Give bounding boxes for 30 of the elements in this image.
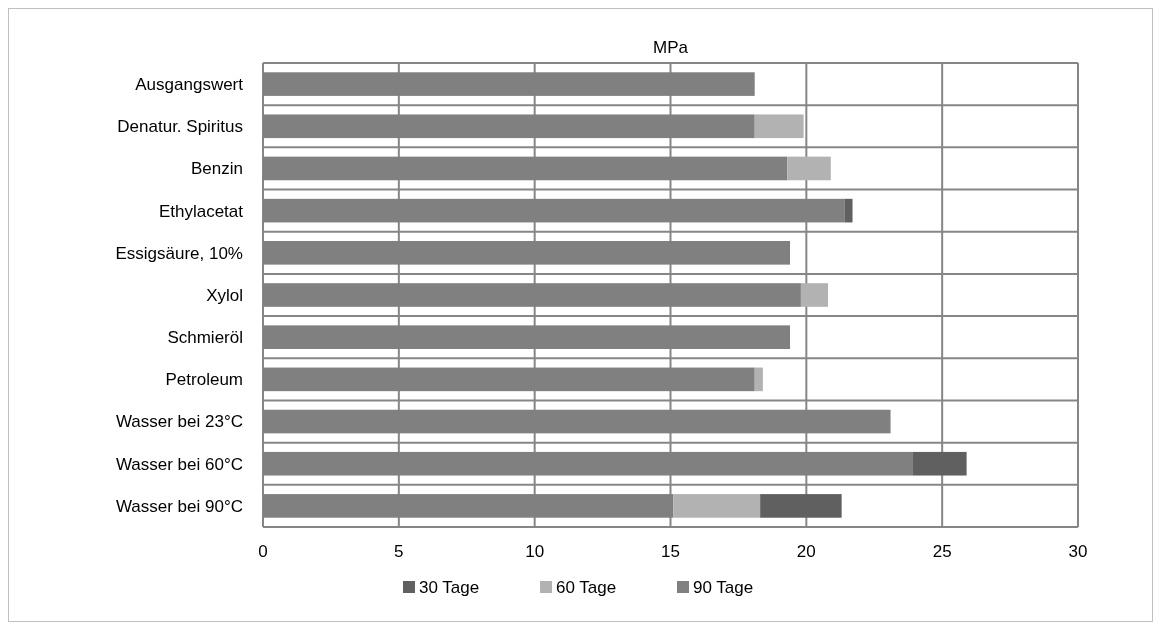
bar	[760, 494, 842, 518]
bar	[673, 494, 761, 518]
legend-label: 30 Tage	[419, 577, 480, 597]
bar	[844, 198, 853, 223]
bar	[800, 283, 829, 307]
x-tick-label: 5	[394, 542, 404, 561]
legend-label: 90 Tage	[693, 577, 754, 597]
y-tick-label: Wasser bei 90°C	[115, 496, 243, 516]
y-tick-label: Essigsäure, 10%	[115, 243, 243, 263]
chart-title: MPa	[653, 38, 689, 57]
y-tick-label: Benzin	[191, 159, 243, 179]
y-tick-label: Ethylacetat	[158, 201, 244, 221]
x-tick-label: 20	[796, 542, 816, 561]
y-tick-label: Wasser bei 60°C	[115, 454, 243, 474]
y-tick-label: Petroleum	[165, 370, 243, 390]
bar	[754, 367, 763, 392]
x-tick-label: 10	[525, 542, 545, 561]
x-tick-label: 25	[932, 542, 952, 561]
x-tick-label: 15	[661, 542, 680, 561]
y-tick-label: Ausgangswert	[135, 75, 244, 95]
bar	[787, 156, 831, 181]
y-tick-label: Wasser bei 23°C	[115, 412, 243, 432]
bar	[912, 451, 967, 476]
x-tick-label: 30	[1068, 542, 1088, 561]
y-tick-label: Schmieröl	[167, 328, 243, 348]
x-tick-label: 0	[258, 542, 268, 561]
bar	[754, 114, 804, 139]
legend-label: 60 Tage	[556, 577, 617, 597]
y-tick-label: Xylol	[206, 285, 243, 305]
y-tick-label: Denatur. Spiritus	[117, 117, 243, 137]
